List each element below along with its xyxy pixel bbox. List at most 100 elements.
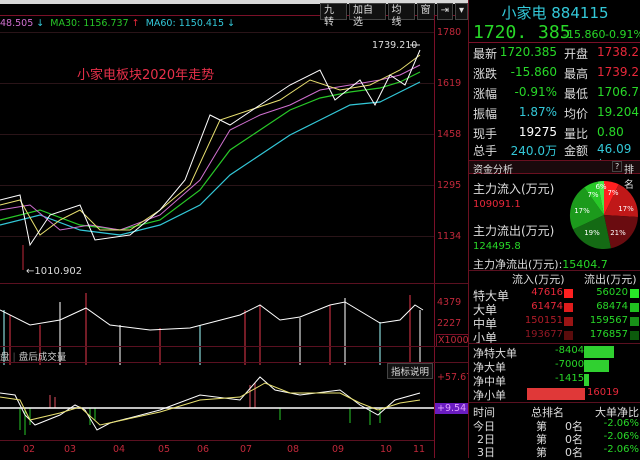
flow-row: 小单 193677 176857 [473, 329, 639, 345]
net-row: 净特大单 -8404 [473, 345, 639, 360]
kline-chart-area[interactable]: 48.505 ↓ MA30: 1156.737 ↑ MA60: 1150.415… [0, 0, 472, 458]
month-tick: 06 [197, 444, 210, 455]
month-tick: 04 [113, 444, 126, 455]
ma-lines-button[interactable]: 均线 [387, 3, 415, 28]
outflow-square [630, 331, 639, 340]
net-row: 净大单 -7000 [473, 359, 639, 374]
price-tick: 1295 [437, 180, 462, 191]
price-tick: 1780 [437, 27, 462, 38]
last-price: 1720. 385 [473, 22, 571, 43]
volume-bars-svg [0, 293, 424, 365]
main-inflow-value: 109091.1 [473, 199, 521, 210]
flow-row: 大单 61474 68474 [473, 301, 639, 317]
inflow-square [564, 303, 573, 312]
price-candles-svg: 1739.210 [0, 40, 421, 270]
outflow-square [630, 303, 639, 312]
main-outflow-label: 主力流出(万元) [473, 224, 555, 238]
inflow-square [564, 289, 573, 298]
month-tick: 02 [23, 444, 36, 455]
volume-tick: 4379 [437, 297, 462, 308]
down-arrow-icon: ↓ [36, 18, 45, 29]
divider [469, 270, 640, 271]
main-outflow-value: 124495.8 [473, 241, 521, 252]
svg-text:17%: 17% [618, 205, 634, 213]
price-change-pct: -0.91% [605, 28, 640, 41]
fund-analysis-header: 资金分析 ? 排名 [469, 160, 640, 191]
ma30-value: MA30: 1156.737 [50, 18, 129, 29]
price-tick: 1458 [437, 129, 462, 140]
chevron-down-icon[interactable]: ▾ [454, 3, 468, 20]
svg-text:17%: 17% [574, 207, 590, 215]
indicator-top-tick: +57.67 [437, 372, 473, 383]
net-bar [584, 374, 589, 386]
rank-header: 时间 总排名 大单净比 [473, 406, 639, 419]
quote-panel: 小家电 884115 1720. 385 -15.860 -0.91% 最新 1… [468, 0, 640, 459]
header-divider [0, 15, 468, 16]
axis-divider [434, 15, 435, 458]
quote-row: 最新 1720.385 开盘 1738.257 [473, 45, 640, 61]
svg-text:19%: 19% [584, 229, 600, 237]
security-title: 小家电 884115 [501, 4, 609, 22]
outflow-header: 流出(万元) [584, 273, 637, 286]
svg-text:7%: 7% [607, 189, 618, 197]
outflow-square [630, 289, 639, 298]
divider [469, 402, 640, 403]
indicator-tabs: 盘 | 盘后成交量 [0, 352, 67, 363]
chart-toolbar: 九转 加自选 均线 窗 ⇥ ▾ [320, 3, 468, 28]
high-annotation: 1739.210 [372, 40, 417, 51]
month-tick: 07 [240, 444, 253, 455]
net-bar [584, 346, 614, 358]
flow-row: 特大单 47616 56020 [473, 287, 639, 303]
gridline [0, 83, 434, 84]
rank-row: 2日 第 0名 -2.06% [477, 431, 639, 446]
up-arrow-icon: ↑ [131, 18, 140, 29]
inflow-header: 流入(万元) [512, 273, 565, 286]
indicator-help-button[interactable]: 指标说明 [387, 363, 434, 379]
volume-tick: 2227 [437, 318, 462, 329]
add-watchlist-button[interactable]: 加自选 [349, 3, 386, 28]
divider [0, 440, 434, 441]
flow-row: 中单 150151 159567 [473, 315, 639, 331]
gridline [0, 236, 434, 237]
month-tick: 10 [380, 444, 393, 455]
outflow-square [630, 317, 639, 326]
quote-row: 涨幅 -0.91% 最低 1706.754 [473, 85, 640, 101]
price-change: -15.860 [563, 28, 606, 41]
net-bar [527, 388, 585, 400]
down-arrow-icon: ↓ [227, 18, 236, 29]
jiuzhuan-button[interactable]: 九转 [320, 3, 348, 28]
quote-row: 现手 19275 量比 0.80 [473, 125, 624, 141]
quote-row: 涨跌 -15.860 最高 1739.210 [473, 65, 640, 81]
collapse-panel-icon[interactable]: ⇥ [436, 3, 453, 20]
tab-after-hours-volume[interactable]: 盘后成交量 [18, 352, 67, 363]
svg-text:6%: 6% [595, 183, 606, 191]
macd-indicator-svg [0, 376, 434, 435]
gridline [0, 134, 434, 135]
indicator-current-value: +9.54 [435, 403, 468, 414]
inflow-square [564, 331, 573, 340]
fund-flow-pie: 7%17%21% 19%17%7%6% [569, 180, 638, 250]
quote-row: 振幅 1.87% 均价 19.204 [473, 105, 639, 121]
divider [469, 343, 640, 344]
rank-row: 今日 第 0名 -2.06% [473, 418, 639, 433]
month-tick: 11 [413, 444, 426, 455]
price-tick: 1619 [437, 78, 462, 89]
ma-legend: 48.505 ↓ MA30: 1156.737 ↑ MA60: 1150.415… [0, 18, 235, 29]
month-tick: 03 [64, 444, 77, 455]
net-bar [584, 360, 609, 372]
top-strip [0, 0, 468, 4]
month-tick: 05 [158, 444, 171, 455]
svg-text:21%: 21% [610, 229, 626, 237]
rank-button[interactable]: 排名 [624, 165, 634, 191]
svg-text:7%: 7% [587, 191, 598, 199]
help-button[interactable]: ? [612, 161, 623, 172]
gridline [0, 32, 434, 33]
window-button[interactable]: 窗 [416, 3, 435, 20]
fund-analysis-title: 资金分析 [473, 165, 513, 176]
net-row: 净中单 -1415 [473, 373, 639, 388]
ma60-value: MA60: 1150.415 [145, 18, 225, 29]
tab-pan[interactable]: 盘 [0, 352, 10, 363]
price-tick: 1134 [437, 231, 462, 242]
main-inflow-label: 主力流入(万元) [473, 182, 555, 196]
divider [0, 283, 468, 284]
